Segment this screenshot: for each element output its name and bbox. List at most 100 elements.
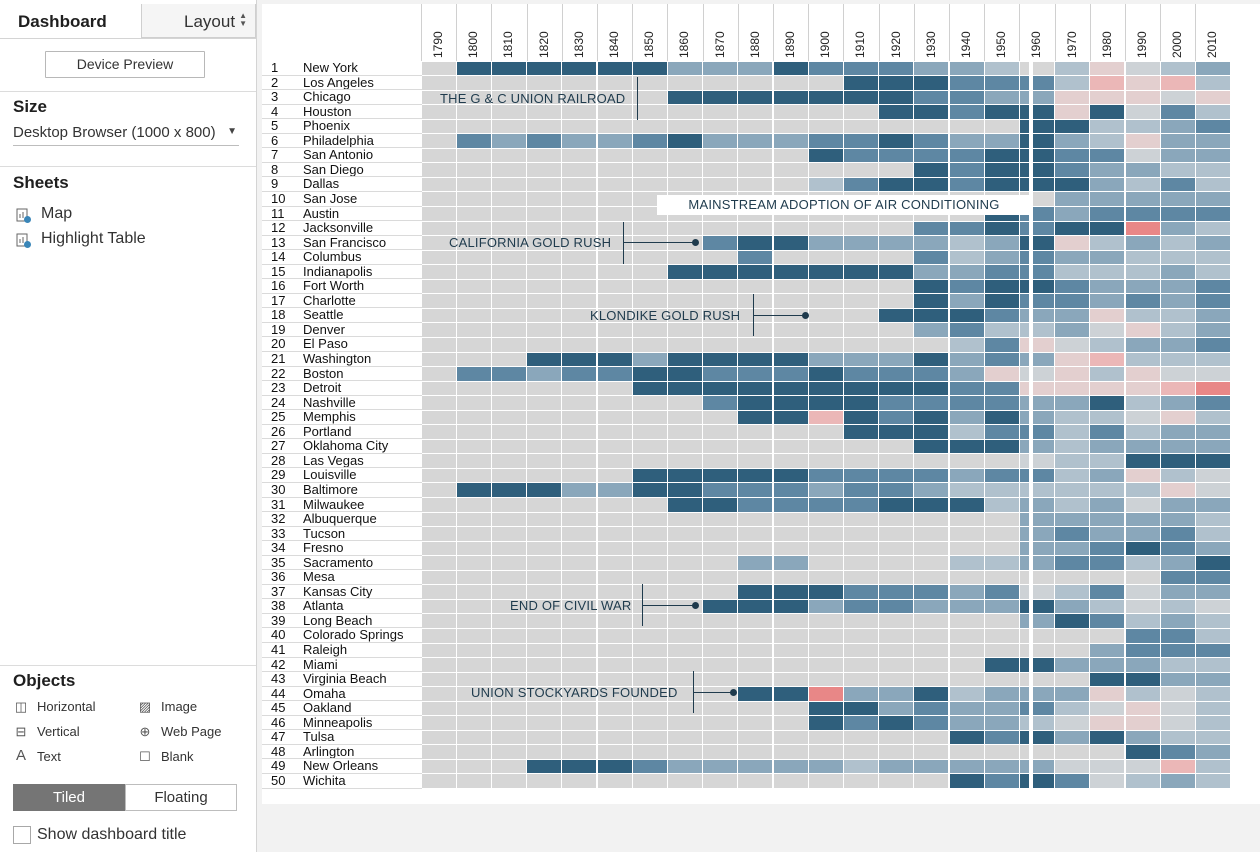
heatmap-cell[interactable] <box>562 221 597 236</box>
heatmap-cell[interactable] <box>491 672 526 687</box>
heatmap-cell[interactable] <box>808 250 843 265</box>
heatmap-cell[interactable] <box>1090 134 1125 148</box>
heatmap-cell[interactable] <box>1055 177 1090 192</box>
heatmap-cell[interactable] <box>984 628 1019 643</box>
heatmap-cell[interactable] <box>914 527 949 541</box>
heatmap-cell[interactable] <box>949 148 984 163</box>
heatmap-cell[interactable] <box>879 367 914 381</box>
heatmap-cell[interactable] <box>984 61 1019 76</box>
heatmap-cell[interactable] <box>632 658 667 672</box>
heatmap-cell[interactable] <box>667 541 702 556</box>
heatmap-cell[interactable] <box>1055 614 1090 628</box>
heatmap-cell[interactable] <box>703 527 738 541</box>
heatmap-cell[interactable] <box>562 541 597 556</box>
heatmap-cell[interactable] <box>632 425 667 439</box>
heatmap-cell[interactable] <box>773 730 808 745</box>
heatmap-cell[interactable] <box>456 279 491 294</box>
heatmap-cell[interactable] <box>1055 498 1090 512</box>
heatmap-cell[interactable] <box>667 279 702 294</box>
heatmap-cell[interactable] <box>1090 468 1125 483</box>
heatmap-cell[interactable] <box>527 90 562 105</box>
heatmap-cell[interactable] <box>1019 265 1054 279</box>
heatmap-cell[interactable] <box>1160 614 1195 628</box>
heatmap-cell[interactable] <box>808 279 843 294</box>
heatmap-cell[interactable] <box>808 367 843 381</box>
heatmap-cell[interactable] <box>1019 177 1054 192</box>
heatmap-cell[interactable] <box>632 599 667 614</box>
heatmap-cell[interactable] <box>1055 468 1090 483</box>
heatmap-cell[interactable] <box>456 352 491 367</box>
heatmap-cell[interactable] <box>879 498 914 512</box>
heatmap-cell[interactable] <box>738 454 773 468</box>
heatmap-cell[interactable] <box>808 148 843 163</box>
heatmap-cell[interactable] <box>984 759 1019 774</box>
heatmap-cell[interactable] <box>1055 134 1090 148</box>
heatmap-cell[interactable] <box>879 221 914 236</box>
heatmap-cell[interactable] <box>421 614 456 628</box>
heatmap-cell[interactable] <box>421 425 456 439</box>
heatmap-cell[interactable] <box>1195 745 1230 759</box>
heatmap-cell[interactable] <box>808 105 843 119</box>
heatmap-cell[interactable] <box>1160 745 1195 759</box>
heatmap-cell[interactable] <box>1160 454 1195 468</box>
heatmap-cell[interactable] <box>949 367 984 381</box>
heatmap-cell[interactable] <box>879 468 914 483</box>
heatmap-cell[interactable] <box>738 716 773 730</box>
heatmap-cell[interactable] <box>1019 745 1054 759</box>
heatmap-cell[interactable] <box>738 119 773 134</box>
heatmap-cell[interactable] <box>879 570 914 585</box>
heatmap-cell[interactable] <box>843 265 878 279</box>
heatmap-cell[interactable] <box>421 105 456 119</box>
heatmap-cell[interactable] <box>562 599 597 614</box>
heatmap-cell[interactable] <box>1019 730 1054 745</box>
heatmap-cell[interactable] <box>984 527 1019 541</box>
heatmap-cell[interactable] <box>491 498 526 512</box>
heatmap-cell[interactable] <box>738 177 773 192</box>
heatmap-cell[interactable] <box>703 323 738 337</box>
heatmap-cell[interactable] <box>1090 687 1125 701</box>
heatmap-cell[interactable] <box>808 454 843 468</box>
heatmap-cell[interactable] <box>879 701 914 716</box>
heatmap-cell[interactable] <box>597 352 632 367</box>
heatmap-cell[interactable] <box>1090 483 1125 498</box>
heatmap-cell[interactable] <box>632 759 667 774</box>
heatmap-cell[interactable] <box>1090 628 1125 643</box>
heatmap-cell[interactable] <box>491 323 526 337</box>
heatmap-cell[interactable] <box>843 119 878 134</box>
heatmap-cell[interactable] <box>1160 105 1195 119</box>
heatmap-cell[interactable] <box>1019 716 1054 730</box>
heatmap-cell[interactable] <box>843 396 878 410</box>
heatmap-cell[interactable] <box>1125 294 1160 308</box>
heatmap-cell[interactable] <box>914 614 949 628</box>
heatmap-cell[interactable] <box>773 76 808 90</box>
heatmap-cell[interactable] <box>1125 730 1160 745</box>
heatmap-cell[interactable] <box>703 163 738 177</box>
heatmap-cell[interactable] <box>491 396 526 410</box>
heatmap-cell[interactable] <box>632 628 667 643</box>
heatmap-cell[interactable] <box>773 134 808 148</box>
heatmap-cell[interactable] <box>914 236 949 250</box>
heatmap-cell[interactable] <box>456 337 491 352</box>
heatmap-cell[interactable] <box>773 745 808 759</box>
heatmap-cell[interactable] <box>703 236 738 250</box>
heatmap-cell[interactable] <box>1090 236 1125 250</box>
heatmap-cell[interactable] <box>1195 61 1230 76</box>
heatmap-cell[interactable] <box>562 425 597 439</box>
heatmap-cell[interactable] <box>562 192 597 207</box>
heatmap-cell[interactable] <box>1090 352 1125 367</box>
heatmap-cell[interactable] <box>703 294 738 308</box>
heatmap-cell[interactable] <box>703 716 738 730</box>
heatmap-cell[interactable] <box>527 628 562 643</box>
heatmap-cell[interactable] <box>914 468 949 483</box>
heatmap-cell[interactable] <box>456 527 491 541</box>
heatmap-cell[interactable] <box>703 337 738 352</box>
heatmap-cell[interactable] <box>1160 367 1195 381</box>
heatmap-cell[interactable] <box>527 614 562 628</box>
heatmap-cell[interactable] <box>456 570 491 585</box>
heatmap-cell[interactable] <box>738 599 773 614</box>
heatmap-cell[interactable] <box>1195 221 1230 236</box>
heatmap-cell[interactable] <box>738 541 773 556</box>
heatmap-cell[interactable] <box>1160 658 1195 672</box>
heatmap-cell[interactable] <box>1195 352 1230 367</box>
heatmap-cell[interactable] <box>843 628 878 643</box>
